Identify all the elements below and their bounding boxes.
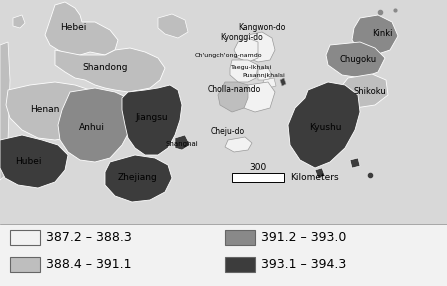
Text: 391.2 – 393.0: 391.2 – 393.0 [261,231,346,244]
Polygon shape [105,155,172,202]
Polygon shape [175,135,190,150]
Text: Anhui: Anhui [79,124,105,132]
Text: Hebei: Hebei [60,23,86,33]
Text: Chugoku: Chugoku [339,55,376,65]
Text: Jiangsu: Jiangsu [136,114,169,122]
Polygon shape [55,48,165,92]
Text: Kilometers: Kilometers [290,172,339,182]
Polygon shape [225,137,252,152]
Polygon shape [6,82,95,140]
Polygon shape [0,42,10,180]
Bar [10,230,40,245]
Text: Kangwon-do: Kangwon-do [238,23,286,33]
Polygon shape [0,0,210,220]
Polygon shape [326,42,385,78]
Bar [10,257,40,272]
Polygon shape [340,74,388,108]
Bar [232,173,284,182]
Polygon shape [122,85,182,155]
Bar [225,257,255,272]
Text: Shikoku: Shikoku [354,88,386,96]
Polygon shape [230,60,258,82]
Polygon shape [242,32,275,62]
Text: Kyushu: Kyushu [309,124,341,132]
Text: 300: 300 [249,164,266,172]
Text: 388.4 – 391.1: 388.4 – 391.1 [46,258,131,271]
Polygon shape [280,78,286,86]
Text: 393.1 – 394.3: 393.1 – 394.3 [261,258,346,271]
Text: Shandong: Shandong [82,63,128,72]
Polygon shape [58,88,132,162]
Text: Taegu-Ikhalsi: Taegu-Ikhalsi [232,65,273,69]
Polygon shape [288,82,360,168]
Bar [0,224,447,286]
Polygon shape [352,15,398,55]
Text: Pusannjkhalsi: Pusannjkhalsi [243,74,285,78]
Text: Zhejiang: Zhejiang [118,174,158,182]
Text: Henan: Henan [30,106,60,114]
Text: Kinki: Kinki [372,29,392,39]
Polygon shape [0,135,68,188]
Polygon shape [350,158,360,168]
Polygon shape [13,15,25,28]
Polygon shape [218,82,252,112]
Text: Ch'ungch'ong-namdo: Ch'ungch'ong-namdo [194,53,262,59]
Polygon shape [244,82,275,112]
Polygon shape [234,38,258,62]
Polygon shape [258,68,272,80]
Text: Shanghai: Shanghai [166,141,198,147]
Polygon shape [315,168,325,178]
Polygon shape [262,78,276,88]
Text: Hubei: Hubei [15,158,41,166]
Text: 387.2 – 388.3: 387.2 – 388.3 [46,231,132,244]
Polygon shape [158,14,188,38]
Text: Cheju-do: Cheju-do [211,128,245,136]
Bar [225,230,255,245]
Text: Kyonggi-do: Kyonggi-do [221,33,263,43]
Text: Cholla-namdo: Cholla-namdo [207,86,261,94]
Polygon shape [45,2,118,55]
